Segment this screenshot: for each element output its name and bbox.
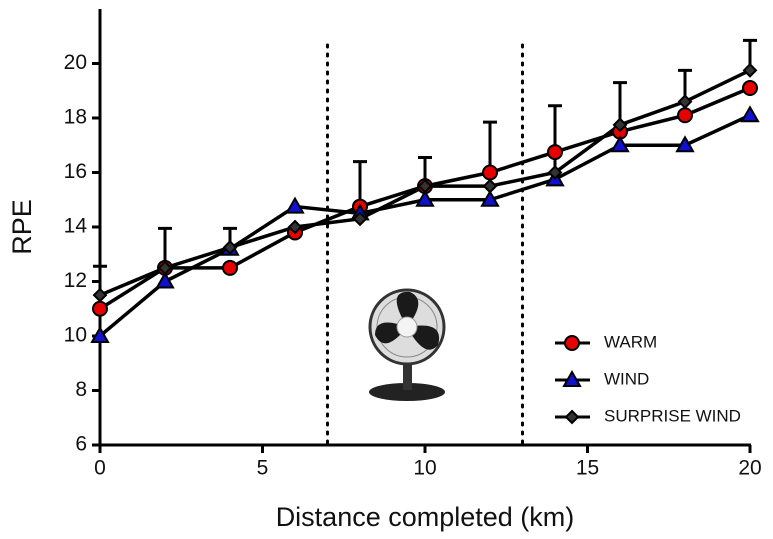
data-point <box>417 178 433 194</box>
data-point <box>92 287 108 303</box>
y-tick-label: 12 <box>64 269 87 292</box>
data-point <box>482 178 498 194</box>
x-tick-label: 5 <box>257 457 269 480</box>
y-tick-label: 8 <box>75 378 87 401</box>
x-tick-label: 15 <box>576 457 599 480</box>
data-point <box>480 189 500 207</box>
data-point <box>90 325 110 343</box>
data-point <box>742 62 758 78</box>
data-point <box>740 105 760 123</box>
y-tick-label: 18 <box>64 106 87 129</box>
data-point <box>222 259 238 276</box>
data-point <box>612 117 628 133</box>
data-point <box>482 164 498 181</box>
legend-label: WIND <box>604 369 649 388</box>
legend-label: SURPRISE WIND <box>604 406 741 425</box>
legend-marker <box>564 335 580 351</box>
data-point <box>92 300 108 317</box>
legend-marker <box>564 409 580 425</box>
y-tick-label: 6 <box>75 433 87 456</box>
data-point <box>677 107 693 124</box>
fan-illustration <box>368 288 446 401</box>
x-tick-label: 10 <box>413 457 436 480</box>
legend-marker <box>562 369 582 387</box>
data-point <box>352 211 368 227</box>
data-point <box>742 80 758 97</box>
y-tick-label: 14 <box>64 215 88 238</box>
data-point <box>222 240 238 255</box>
data-point <box>675 135 695 153</box>
data-point <box>547 144 563 161</box>
data-point <box>415 189 435 207</box>
data-point <box>547 165 563 180</box>
x-axis-title: Distance completed (km) <box>276 502 575 532</box>
data-point <box>610 135 630 153</box>
data-point <box>157 260 173 276</box>
x-tick-label: 0 <box>94 457 106 480</box>
data-point <box>287 219 303 235</box>
data-point <box>285 196 305 214</box>
legend-label: WARM <box>604 332 657 351</box>
y-tick-label: 16 <box>64 160 87 183</box>
y-tick-label: 20 <box>64 51 87 74</box>
y-tick-label: 10 <box>64 324 87 347</box>
x-tick-label: 20 <box>738 457 761 480</box>
data-point <box>677 94 693 110</box>
data-point <box>155 271 175 289</box>
y-axis-title: RPE <box>7 199 37 255</box>
error-bar <box>548 104 562 173</box>
